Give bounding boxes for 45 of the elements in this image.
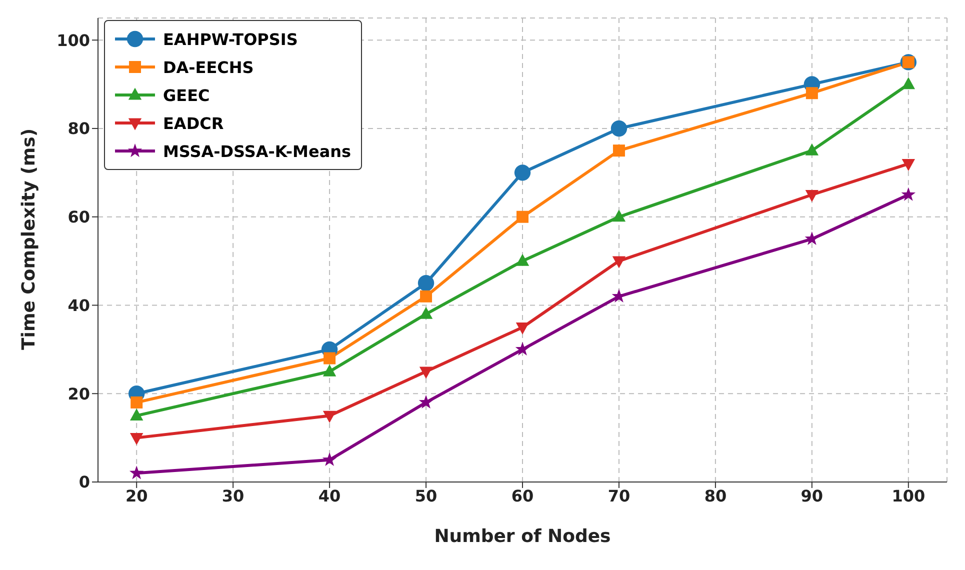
x-tick-label: 30	[222, 486, 244, 506]
point	[420, 290, 432, 302]
y-tick-label: 100	[56, 30, 90, 50]
x-tick-label: 100	[892, 486, 926, 506]
point	[901, 187, 916, 201]
legend-label: MSSA-DSSA-K-Means	[163, 142, 352, 160]
y-tick-label: 60	[68, 208, 90, 227]
point	[322, 452, 337, 466]
point	[804, 231, 820, 246]
x-tick-label: 70	[608, 486, 630, 506]
y-tick-label: 40	[68, 296, 90, 315]
y-tick-label: 80	[68, 119, 90, 138]
legend-label: EAHPW-TOPSIS	[163, 30, 298, 48]
y-tick-label: 20	[68, 384, 90, 404]
point	[516, 210, 528, 223]
x-axis-title: Number of Nodes	[434, 526, 611, 547]
point	[805, 190, 819, 202]
x-tick-label: 80	[704, 486, 727, 506]
x-tick-label: 90	[800, 486, 824, 506]
legend-label: EADCR	[163, 114, 224, 132]
x-tick-label: 20	[125, 486, 148, 506]
point	[516, 254, 530, 266]
x-tick-label: 50	[414, 486, 438, 506]
point	[610, 120, 628, 137]
point	[805, 143, 819, 156]
legend-label: GEEC	[163, 86, 210, 104]
y-axis-title: Time Complexity (ms)	[18, 128, 40, 350]
legend-label: DA-EECHS	[163, 58, 254, 76]
point	[322, 364, 336, 376]
point	[612, 210, 626, 222]
x-tick-label: 40	[318, 486, 341, 506]
point	[514, 164, 531, 181]
point	[130, 408, 144, 421]
point	[612, 144, 625, 157]
point	[418, 275, 434, 292]
point	[324, 352, 336, 364]
y-tick-label: 0	[78, 472, 90, 492]
point	[806, 87, 818, 100]
x-tick-label: 60	[511, 486, 534, 506]
point	[130, 396, 143, 408]
point	[418, 394, 434, 409]
point	[129, 466, 144, 480]
point	[902, 77, 916, 90]
point	[419, 306, 433, 319]
point	[515, 342, 530, 356]
